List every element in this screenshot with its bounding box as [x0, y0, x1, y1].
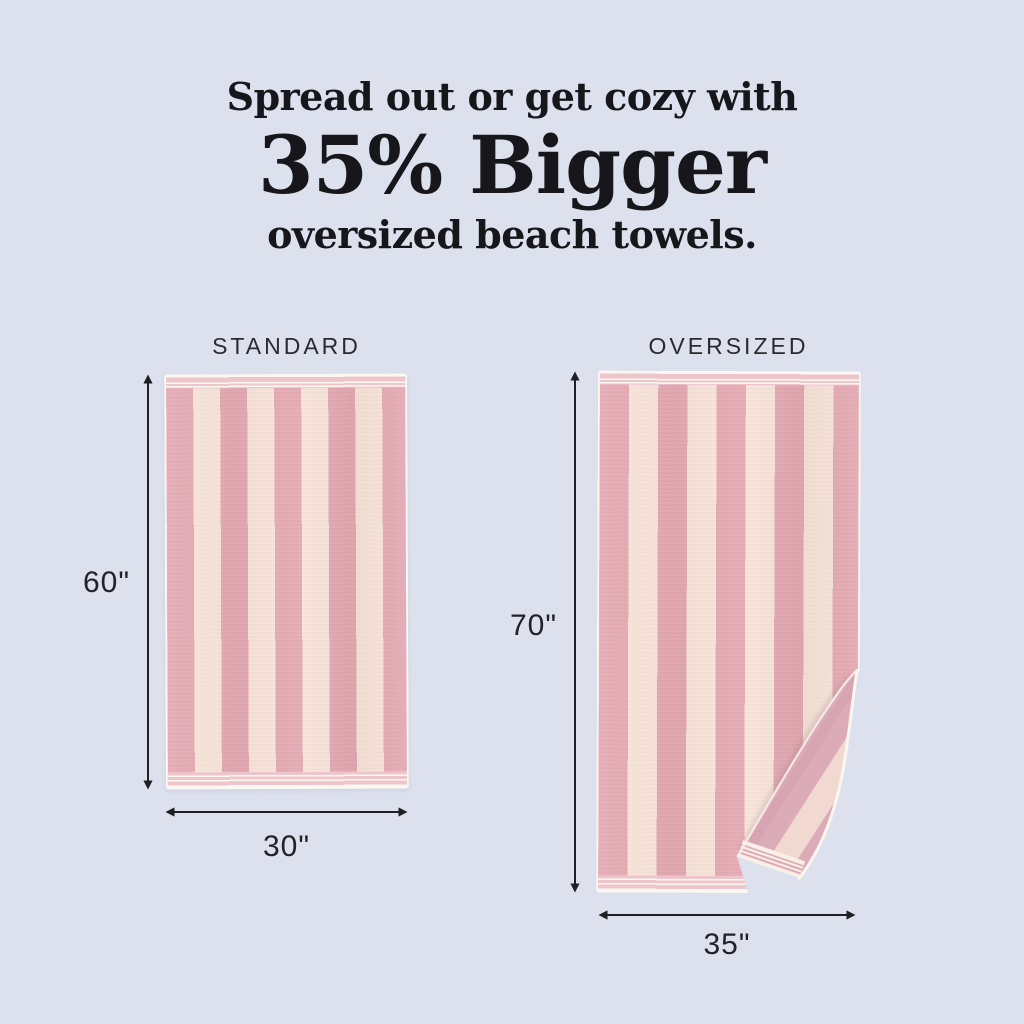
standard-towel-graphic [164, 373, 409, 790]
standard-height-value: 60" [82, 566, 130, 599]
oversized-height-value: 70" [509, 609, 557, 642]
headline-line1: Spread out or get cozy with [226, 74, 798, 119]
oversized-width-value: 35" [703, 928, 751, 961]
oversized-height-arrow [570, 371, 580, 893]
standard-towel-stripes [166, 387, 407, 773]
standard-towel-fabric [164, 373, 409, 790]
oversized-label: OVERSIZED [648, 333, 809, 359]
standard-label: STANDARD [212, 333, 361, 359]
headline-line2: 35% Bigger [257, 118, 767, 212]
standard-towel-bottom-hem [167, 771, 407, 790]
oversized-towel-graphic [596, 371, 861, 894]
folded-corner [736, 668, 859, 880]
standard-height-arrow [143, 374, 153, 790]
standard-towel-top-hem [166, 373, 406, 389]
standard-width-value: 30" [262, 830, 311, 863]
headline-line3: oversized beach towels. [267, 212, 757, 257]
oversized-width-arrow [598, 910, 856, 920]
standard-width-arrow [165, 807, 408, 817]
